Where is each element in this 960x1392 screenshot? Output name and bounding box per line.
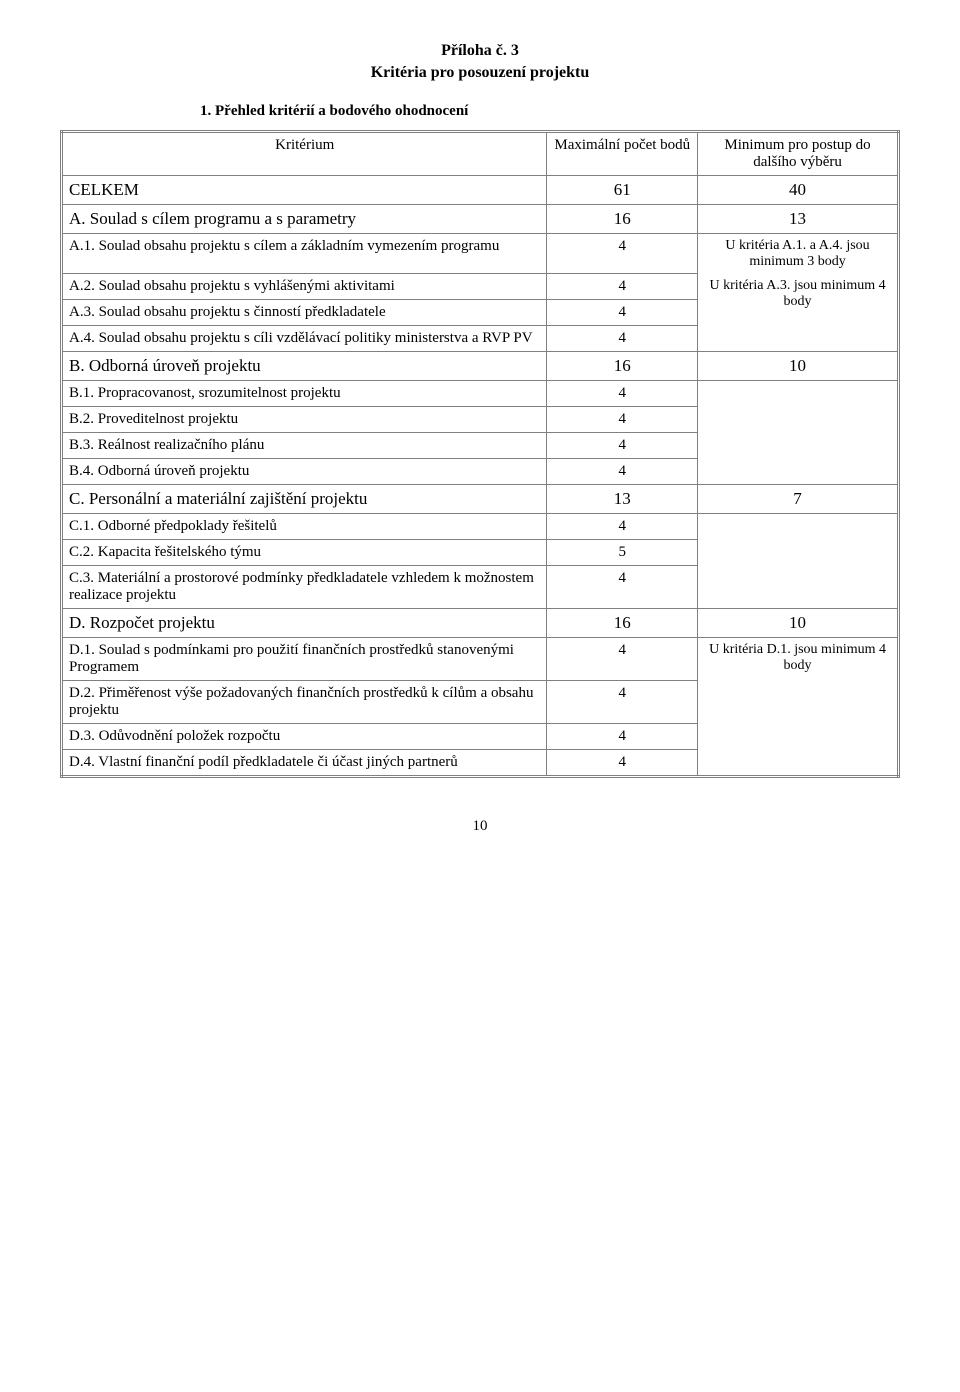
row-label: D.2. Přiměřenost výše požadovaných finan… xyxy=(62,681,547,724)
row-label: B.3. Reálnost realizačního plánu xyxy=(62,433,547,459)
empty-cell xyxy=(698,566,899,609)
table-row: B.3. Reálnost realizačního plánu 4 xyxy=(62,433,899,459)
total-min: 40 xyxy=(698,175,899,204)
row-points: 4 xyxy=(547,233,698,274)
empty-cell xyxy=(698,750,899,777)
table-row: A.4. Soulad obsahu projektu s cíli vzděl… xyxy=(62,326,899,352)
section-b-label: B. Odborná úroveň projektu xyxy=(62,352,547,381)
section-c-row: C. Personální a materiální zajištění pro… xyxy=(62,485,899,514)
table-row: B.4. Odborná úroveň projektu 4 xyxy=(62,459,899,485)
section-a-row: A. Soulad s cílem programu a s parametry… xyxy=(62,204,899,233)
row-label: A.4. Soulad obsahu projektu s cíli vzděl… xyxy=(62,326,547,352)
criteria-table: Kritérium Maximální počet bodů Minimum p… xyxy=(60,130,900,779)
row-label: A.3. Soulad obsahu projektu s činností p… xyxy=(62,300,547,326)
section-d-label: D. Rozpočet projektu xyxy=(62,609,547,638)
table-row: D.3. Odůvodnění položek rozpočtu 4 xyxy=(62,724,899,750)
empty-cell xyxy=(698,326,899,352)
table-row: D.4. Vlastní finanční podíl předkladatel… xyxy=(62,750,899,777)
row-points: 4 xyxy=(547,407,698,433)
header-criterion: Kritérium xyxy=(62,131,547,175)
header-max-points: Maximální počet bodů xyxy=(547,131,698,175)
row-points: 4 xyxy=(547,638,698,681)
row-points: 4 xyxy=(547,514,698,540)
row-points: 4 xyxy=(547,300,698,326)
total-row: CELKEM 61 40 xyxy=(62,175,899,204)
title-line1: Příloha č. 3 xyxy=(60,40,900,62)
row-label: D.3. Odůvodnění položek rozpočtu xyxy=(62,724,547,750)
row-label: B.2. Proveditelnost projektu xyxy=(62,407,547,433)
subtitle: 1. Přehled kritérií a bodového ohodnocen… xyxy=(200,103,900,120)
row-label: C.2. Kapacita řešitelského týmu xyxy=(62,540,547,566)
section-b-min: 10 xyxy=(698,352,899,381)
row-points: 5 xyxy=(547,540,698,566)
section-a-label: A. Soulad s cílem programu a s parametry xyxy=(62,204,547,233)
row-points: 4 xyxy=(547,750,698,777)
row-label: C.3. Materiální a prostorové podmínky př… xyxy=(62,566,547,609)
section-d-note: U kritéria D.1. jsou minimum 4 body xyxy=(698,638,899,724)
title-line2: Kritéria pro posouzení projektu xyxy=(60,62,900,84)
row-points: 4 xyxy=(547,381,698,407)
section-d-min: 10 xyxy=(698,609,899,638)
row-label: C.1. Odborné předpoklady řešitelů xyxy=(62,514,547,540)
page-number: 10 xyxy=(60,818,900,835)
section-b-points: 16 xyxy=(547,352,698,381)
table-row: C.1. Odborné předpoklady řešitelů 4 xyxy=(62,514,899,540)
row-points: 4 xyxy=(547,459,698,485)
section-a-note2: U kritéria A.3. jsou minimum 4 body xyxy=(698,274,899,326)
table-row: A.2. Soulad obsahu projektu s vyhlášeným… xyxy=(62,274,899,300)
row-points: 4 xyxy=(547,566,698,609)
row-label: B.4. Odborná úroveň projektu xyxy=(62,459,547,485)
row-points: 4 xyxy=(547,326,698,352)
table-row: B.2. Proveditelnost projektu 4 xyxy=(62,407,899,433)
section-d-row: D. Rozpočet projektu 16 10 xyxy=(62,609,899,638)
empty-cell xyxy=(698,724,899,750)
table-row: B.1. Propracovanost, srozumitelnost proj… xyxy=(62,381,899,407)
row-points: 4 xyxy=(547,681,698,724)
section-a-note1: U kritéria A.1. a A.4. jsou minimum 3 bo… xyxy=(698,233,899,274)
header-minimum: Minimum pro postup do dalšího výběru xyxy=(698,131,899,175)
row-label: B.1. Propracovanost, srozumitelnost proj… xyxy=(62,381,547,407)
table-row: C.3. Materiální a prostorové podmínky př… xyxy=(62,566,899,609)
section-c-min: 7 xyxy=(698,485,899,514)
title-block: Příloha č. 3 Kritéria pro posouzení proj… xyxy=(60,40,900,85)
empty-cell xyxy=(698,514,899,540)
section-c-label: C. Personální a materiální zajištění pro… xyxy=(62,485,547,514)
empty-cell xyxy=(698,540,899,566)
section-a-min: 13 xyxy=(698,204,899,233)
row-points: 4 xyxy=(547,724,698,750)
empty-cell xyxy=(698,433,899,459)
section-b-row: B. Odborná úroveň projektu 16 10 xyxy=(62,352,899,381)
section-a-points: 16 xyxy=(547,204,698,233)
row-label: D.1. Soulad s podmínkami pro použití fin… xyxy=(62,638,547,681)
row-label: A.1. Soulad obsahu projektu s cílem a zá… xyxy=(62,233,547,274)
table-row: C.2. Kapacita řešitelského týmu 5 xyxy=(62,540,899,566)
total-points: 61 xyxy=(547,175,698,204)
table-row: D.1. Soulad s podmínkami pro použití fin… xyxy=(62,638,899,681)
header-row: Kritérium Maximální počet bodů Minimum p… xyxy=(62,131,899,175)
row-label: D.4. Vlastní finanční podíl předkladatel… xyxy=(62,750,547,777)
section-c-points: 13 xyxy=(547,485,698,514)
table-row: A.1. Soulad obsahu projektu s cílem a zá… xyxy=(62,233,899,274)
row-points: 4 xyxy=(547,274,698,300)
total-label: CELKEM xyxy=(62,175,547,204)
empty-cell xyxy=(698,459,899,485)
section-d-points: 16 xyxy=(547,609,698,638)
empty-cell xyxy=(698,381,899,407)
empty-cell xyxy=(698,407,899,433)
row-label: A.2. Soulad obsahu projektu s vyhlášeným… xyxy=(62,274,547,300)
row-points: 4 xyxy=(547,433,698,459)
